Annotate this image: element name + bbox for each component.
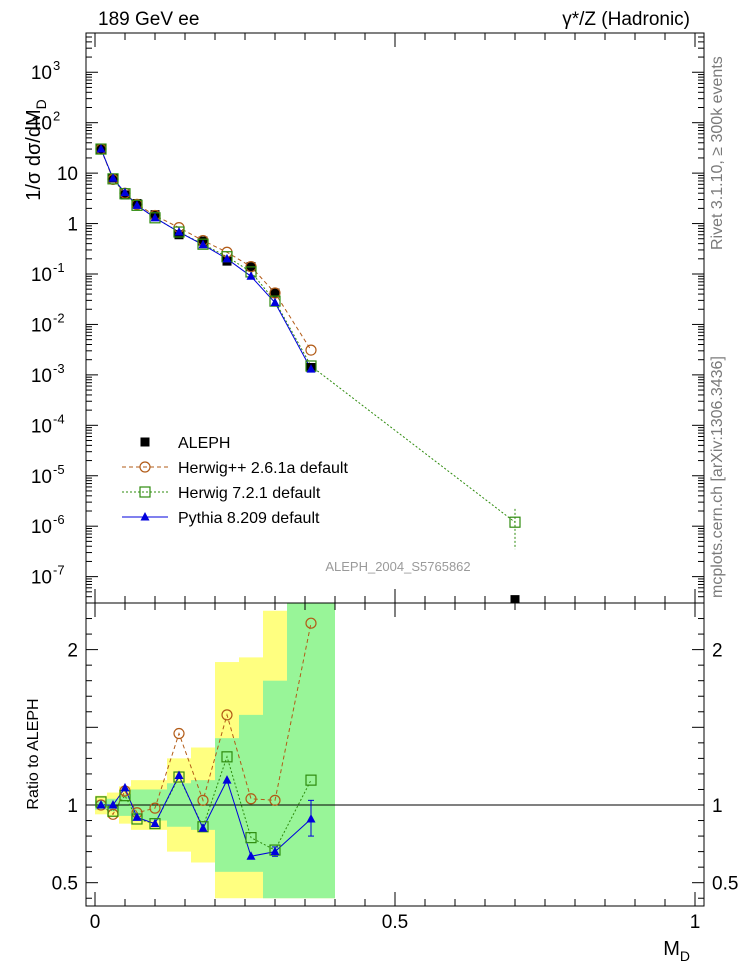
main-y-tick-label: 10 — [31, 315, 52, 336]
legend-label: Pythia 8.209 default — [178, 510, 320, 527]
rivet-label: Rivet 3.1.10, ≥ 300k events — [709, 56, 726, 250]
ratio-point — [108, 800, 118, 809]
main-point — [510, 595, 520, 603]
analysis-watermark: ALEPH_2004_S5765862 — [325, 559, 470, 574]
ratio-point — [245, 832, 257, 844]
main-y-tick-label: 10 — [31, 568, 52, 589]
main-series — [95, 143, 521, 603]
main-point — [270, 288, 280, 298]
legend-marker — [140, 437, 150, 447]
ratio-point — [173, 727, 185, 740]
ratio-point — [120, 782, 130, 792]
ratio-y-axis-title: Ratio to ALEPH — [25, 698, 42, 809]
svg-text:MD: MD — [663, 938, 690, 964]
main-y-axis-title: 1/σ dσ/dMD — [23, 99, 49, 201]
band-inner-bin — [287, 603, 335, 899]
ratio-y-tick-label: 2 — [67, 641, 78, 662]
x-axis-title: MD — [663, 938, 690, 964]
ratio-point — [222, 775, 232, 784]
main-point — [306, 364, 316, 373]
legend-label: Herwig++ 2.6.1a default — [178, 460, 348, 477]
ratio-point — [174, 770, 184, 779]
ratio-panel-frame — [85, 602, 705, 907]
ratio-point — [305, 774, 317, 786]
ratio-y-tick-label: 0.5 — [52, 874, 78, 895]
ratio-point — [246, 851, 256, 860]
main-point — [246, 271, 256, 280]
main-y-tick-exponent: -3 — [53, 361, 65, 376]
ratio-point — [96, 800, 106, 809]
source-label: mcplots.cern.ch [arXiv:1306.3436] — [709, 356, 726, 598]
main-point — [132, 200, 142, 209]
main-point — [509, 516, 521, 528]
main-y-tick-exponent: -4 — [53, 411, 65, 426]
main-y-tick-exponent: -5 — [53, 462, 65, 477]
main-y-tick-label: 10 — [31, 366, 52, 387]
main-y-tick-label: 10 — [31, 265, 52, 286]
ratio-point — [269, 794, 281, 806]
main-point — [198, 239, 208, 249]
ratio-point — [305, 617, 317, 629]
main-point — [270, 297, 280, 307]
main-y-tick-exponent: 2 — [53, 109, 60, 124]
main-point — [96, 144, 106, 153]
legend-marker — [139, 486, 151, 498]
uncertainty-bands — [86, 603, 704, 899]
main-line-pythia — [100, 148, 312, 370]
main-point — [150, 212, 160, 222]
main-point — [222, 253, 232, 263]
ratio-y-tick-label-right: 0.5 — [712, 874, 738, 895]
ratio-point — [221, 709, 233, 721]
legend-marker — [140, 512, 150, 521]
ratio-point — [132, 812, 142, 821]
x-tick-label: 1 — [690, 912, 701, 933]
legend-marker — [139, 461, 151, 473]
ratio-point — [270, 846, 280, 856]
main-point — [197, 238, 209, 250]
legend-label: Herwig 7.2.1 default — [178, 485, 321, 502]
main-y-tick-label: 10 — [57, 164, 78, 185]
ratio-y-tick-label: 1 — [67, 796, 78, 817]
main-y-tick-label: 10 — [31, 63, 52, 84]
main-y-tick-label: 10 — [31, 517, 52, 538]
main-y-tick-exponent: -2 — [53, 310, 65, 325]
legend-label: ALEPH — [178, 435, 230, 452]
ratio-point — [149, 802, 161, 814]
x-tick-label: 0.5 — [382, 912, 408, 933]
main-y-tick-label: 10 — [31, 114, 52, 135]
main-y-tick-exponent: -1 — [53, 260, 65, 275]
x-tick-label: 0 — [90, 912, 101, 933]
ratio-point — [221, 751, 233, 763]
main-point — [305, 344, 317, 356]
main-y-tick-exponent: 3 — [53, 58, 60, 73]
ratio-y-tick-label-right: 1 — [712, 796, 723, 817]
main-point — [174, 227, 184, 236]
ratio-point — [306, 813, 316, 823]
main-y-tick-exponent: -6 — [53, 512, 65, 527]
ratio-point — [198, 823, 208, 832]
main-y-tick-label: 10 — [31, 467, 52, 488]
ratio-point — [245, 793, 257, 805]
main-y-tick-label: 1 — [67, 215, 78, 236]
main-point — [108, 173, 118, 182]
main-y-tick-label: 10 — [31, 416, 52, 437]
band-inner-bin — [263, 680, 287, 899]
ratio-y-tick-label-right: 2 — [712, 641, 723, 662]
ratio-point — [197, 794, 209, 806]
main-y-tick-exponent: -7 — [53, 563, 65, 578]
main-point — [120, 187, 130, 197]
ratio-line-herwig++ — [100, 623, 312, 816]
energy-label: 189 GeV ee — [98, 9, 199, 30]
ratio-point — [150, 818, 160, 828]
svg-text:1/σ dσ/dMD: 1/σ dσ/dMD — [23, 99, 49, 201]
process-label: γ*/Z (Hadronic) — [562, 9, 690, 30]
ratio-series — [95, 617, 317, 860]
legend: ALEPH Herwig++ 2.6.1a default Herwig 7.2.1… — [122, 435, 348, 527]
